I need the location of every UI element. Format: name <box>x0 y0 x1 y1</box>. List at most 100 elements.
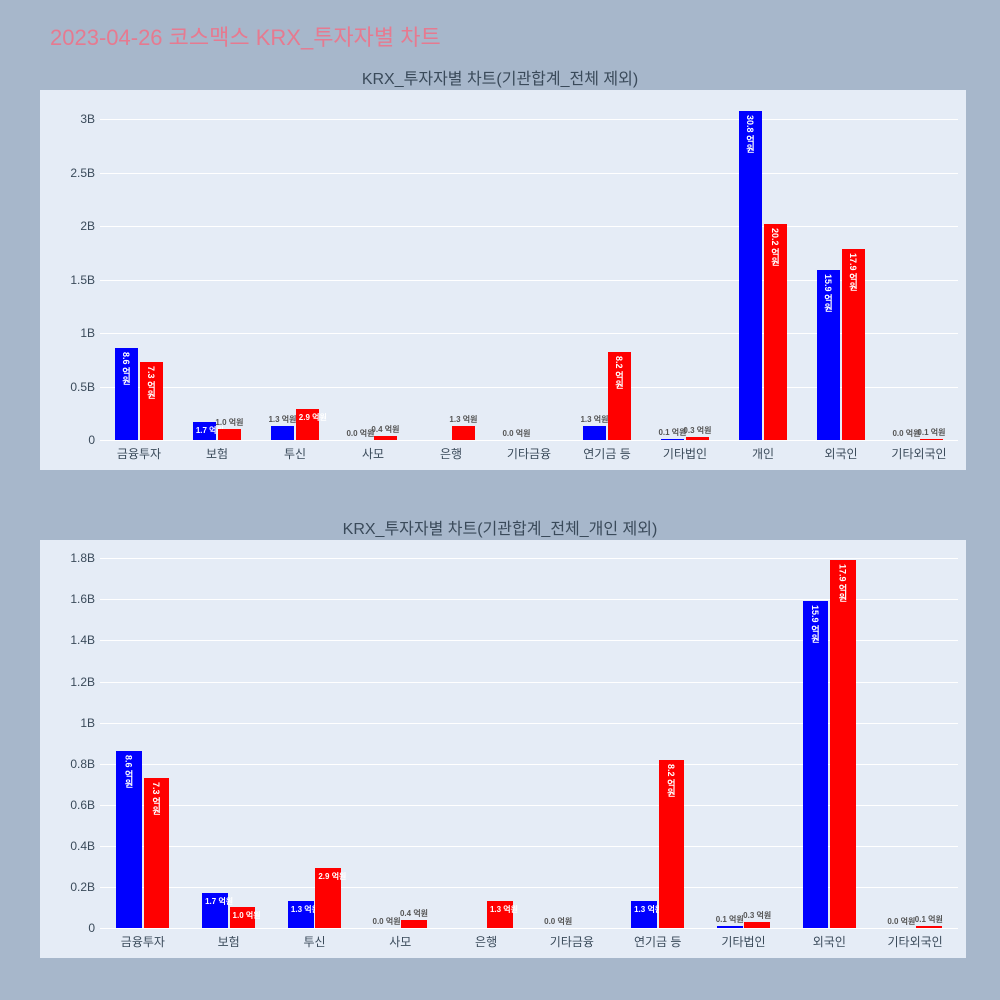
bar-series-b: 1.3 억원 <box>487 901 513 928</box>
bar-series-a: 1.7 억원 <box>193 422 216 440</box>
bar-value-label: 7.3 억원 <box>145 366 158 399</box>
x-tick-label: 보험 <box>218 933 240 950</box>
bar-value-label: 15.9 억원 <box>809 605 822 643</box>
bar-value-label: 0.0 억원 <box>892 428 920 440</box>
y-tick-label: 1.8B <box>55 551 95 565</box>
bar-value-label: 0.0 억원 <box>502 428 530 440</box>
bar-value-label: 0.1 억원 <box>915 914 943 926</box>
bar-series-a: 1.3 억원 <box>288 901 314 928</box>
y-tick-label: 2B <box>55 219 95 233</box>
y-tick-label: 1.6B <box>55 592 95 606</box>
y-tick-label: 0.4B <box>55 839 95 853</box>
bar-series-a: 15.9 억원 <box>817 270 840 440</box>
bar-series-b: 8.2 억원 <box>659 760 685 928</box>
bar-value-label: 1.7 억원 <box>205 896 233 907</box>
bar-value-label: 0.0 억원 <box>373 916 401 928</box>
bar-series-b: 7.3 억원 <box>144 778 170 928</box>
bar-value-label: 2.9 억원 <box>299 412 327 423</box>
y-tick-label: 1B <box>55 326 95 340</box>
bar-series-b: 0.4 억원 <box>374 436 397 440</box>
y-tick-label: 0 <box>55 433 95 447</box>
bar-value-label: 1.0 억원 <box>215 417 243 429</box>
y-tick-label: 1.4B <box>55 633 95 647</box>
y-tick-label: 1.5B <box>55 273 95 287</box>
x-tick-label: 외국인 <box>813 933 846 950</box>
bar-value-label: 0.3 억원 <box>743 910 771 922</box>
bar-series-a: 1.3 억원 <box>631 901 657 928</box>
bar-value-label: 0.1 억원 <box>917 427 945 439</box>
bar-value-label: 8.6 억원 <box>123 755 136 788</box>
gridline <box>100 173 958 174</box>
y-tick-label: 0.5B <box>55 380 95 394</box>
y-tick-label: 2.5B <box>55 166 95 180</box>
x-tick-label: 연기금 등 <box>583 445 631 462</box>
chart2-panel: 00.2B0.4B0.6B0.8B1B1.2B1.4B1.6B1.8B금융투자8… <box>40 540 966 958</box>
bar-series-b: 2.9 억원 <box>315 868 341 928</box>
y-tick-label: 0.2B <box>55 880 95 894</box>
x-tick-label: 기타법인 <box>663 445 707 462</box>
bar-series-b: 17.9 억원 <box>830 560 856 928</box>
x-tick-label: 투신 <box>303 933 325 950</box>
bar-value-label: 0.4 억원 <box>400 908 428 920</box>
x-tick-label: 기타금융 <box>507 445 551 462</box>
x-tick-label: 기타외국인 <box>887 933 942 950</box>
x-tick-label: 사모 <box>389 933 411 950</box>
bar-series-a: 15.9 억원 <box>803 601 829 928</box>
bar-value-label: 20.2 억원 <box>769 228 782 266</box>
x-tick-label: 기타금융 <box>550 933 594 950</box>
bar-series-a: 1.3 억원 <box>583 426 606 440</box>
bar-value-label: 0.1 억원 <box>658 427 686 439</box>
bar-value-label: 7.3 억원 <box>150 782 163 815</box>
chart2-title: KRX_투자자별 차트(기관합계_전체_개인 제외) <box>0 515 1000 539</box>
chart1-plot: 00.5B1B1.5B2B2.5B3B금융투자8.6 억원7.3 억원보험1.7… <box>100 98 958 440</box>
bar-series-a: 0.1 억원 <box>717 926 743 928</box>
bar-value-label: 0.0 억원 <box>887 916 915 928</box>
bar-series-b: 8.2 억원 <box>608 352 631 440</box>
bar-series-b: 17.9 억원 <box>842 249 865 440</box>
x-tick-label: 사모 <box>362 445 384 462</box>
bar-series-a: 1.3 억원 <box>271 426 294 440</box>
y-tick-label: 0 <box>55 921 95 935</box>
bar-value-label: 0.4 억원 <box>371 424 399 436</box>
x-tick-label: 금융투자 <box>121 933 165 950</box>
bar-series-b: 1.0 억원 <box>230 907 256 928</box>
bar-series-a: 8.6 억원 <box>115 348 138 440</box>
bar-value-label: 2.9 억원 <box>318 871 346 882</box>
bar-series-b: 0.1 억원 <box>916 926 942 928</box>
bar-series-a: 0.1 억원 <box>661 439 684 440</box>
chart1-panel: 00.5B1B1.5B2B2.5B3B금융투자8.6 억원7.3 억원보험1.7… <box>40 90 966 470</box>
y-tick-label: 0.8B <box>55 757 95 771</box>
bar-series-b: 0.1 억원 <box>920 439 943 440</box>
bar-value-label: 17.9 억원 <box>847 253 860 291</box>
bar-value-label: 30.8 억원 <box>744 115 757 153</box>
bar-value-label: 1.3 억원 <box>580 414 608 426</box>
x-tick-label: 개인 <box>752 445 774 462</box>
x-tick-label: 투신 <box>284 445 306 462</box>
bar-value-label: 8.6 억원 <box>120 352 133 385</box>
bar-series-b: 0.4 억원 <box>401 920 427 928</box>
bar-value-label: 8.2 억원 <box>613 356 626 389</box>
y-tick-label: 1B <box>55 716 95 730</box>
bar-value-label: 1.3 억원 <box>490 904 518 915</box>
bar-series-b: 1.0 억원 <box>218 429 241 440</box>
bar-value-label: 0.1 억원 <box>716 914 744 926</box>
bar-series-b: 1.3 억원 <box>452 426 475 440</box>
x-tick-label: 금융투자 <box>117 445 161 462</box>
y-tick-label: 3B <box>55 112 95 126</box>
bar-series-b: 7.3 억원 <box>140 362 163 440</box>
bar-value-label: 1.3 억원 <box>449 414 477 426</box>
x-tick-label: 기타법인 <box>721 933 765 950</box>
x-tick-label: 은행 <box>440 445 462 462</box>
y-tick-label: 0.6B <box>55 798 95 812</box>
bar-value-label: 0.3 억원 <box>683 425 711 437</box>
bar-series-a: 1.7 억원 <box>202 893 228 928</box>
gridline <box>100 119 958 120</box>
x-tick-label: 외국인 <box>824 445 857 462</box>
bar-value-label: 1.3 억원 <box>268 414 296 426</box>
bar-series-a: 30.8 억원 <box>739 111 762 440</box>
bar-series-b: 20.2 억원 <box>764 224 787 440</box>
chart1-title: KRX_투자자별 차트(기관합계_전체 제외) <box>0 65 1000 89</box>
bar-value-label: 1.0 억원 <box>233 910 261 921</box>
gridline <box>100 440 958 441</box>
x-tick-label: 연기금 등 <box>634 933 682 950</box>
